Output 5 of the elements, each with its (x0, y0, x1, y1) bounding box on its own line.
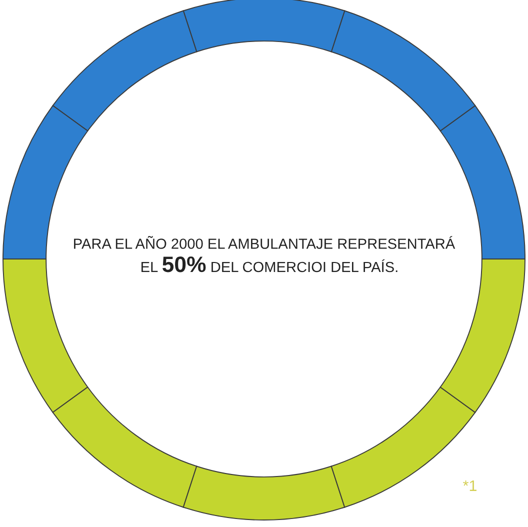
text: 50% (162, 256, 206, 272)
text: DEL COMERCIOI DEL PAÍS. (212, 259, 398, 272)
text: PARA EL AÑO 2000 EL AMBULANTAJE REPRESENTARÁ (74, 236, 456, 249)
text: EL (142, 262, 158, 272)
text: *1 (463, 480, 476, 491)
